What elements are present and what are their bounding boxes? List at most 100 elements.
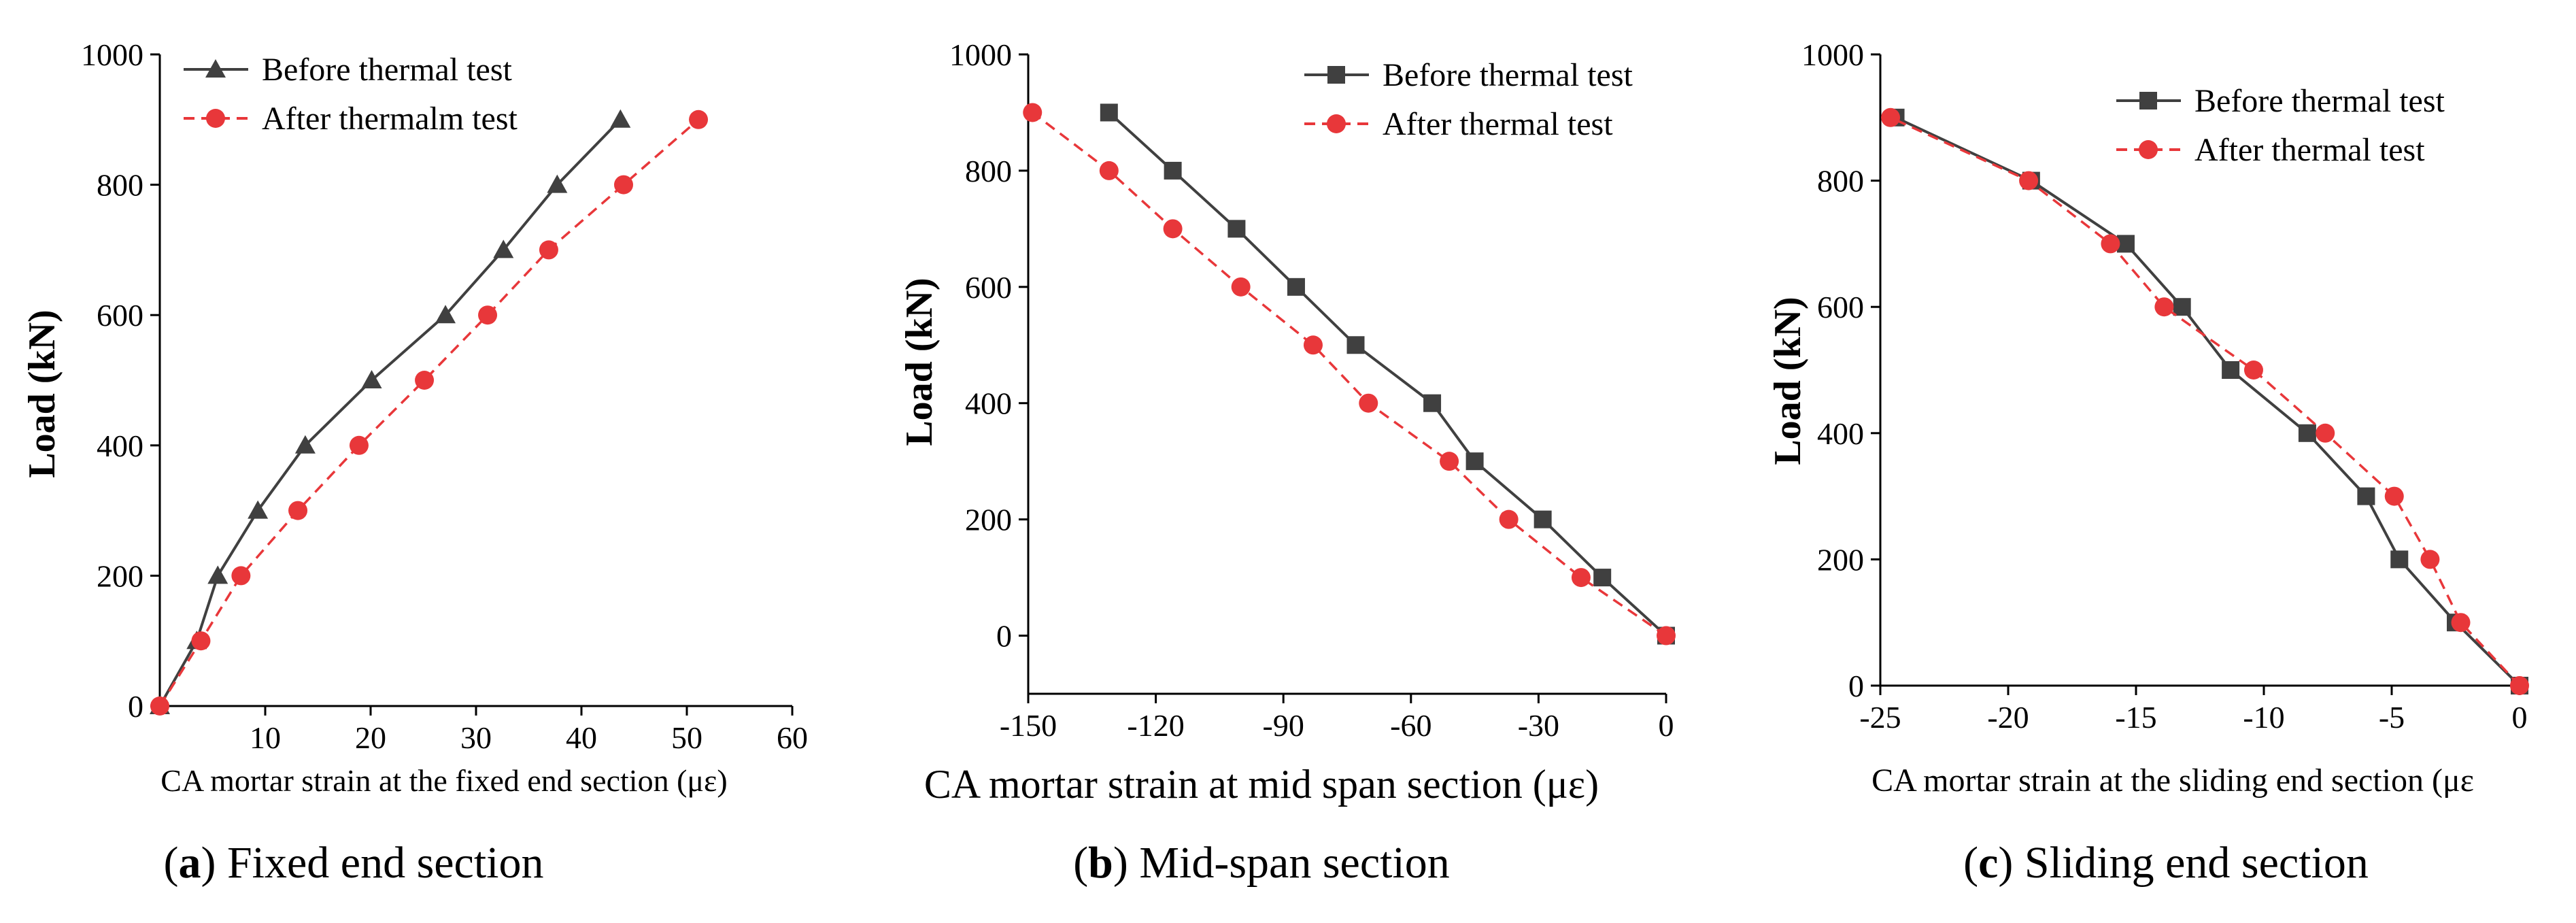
data-point-after — [231, 566, 251, 586]
plot-area-c: 0 200 400 600 800 1000 -25 -20 -15 -10 -5 0 Before t… — [1801, 37, 2529, 735]
data-point-after — [689, 110, 709, 129]
legend: Before thermal test After thermalm test — [184, 52, 518, 137]
legend-label: After thermalm test — [262, 101, 518, 137]
data-point-after — [288, 501, 308, 520]
data-point-after — [2510, 676, 2529, 695]
data-point-after — [191, 631, 211, 651]
x-tick-label: -10 — [2243, 700, 2284, 735]
data-point-after — [150, 697, 169, 716]
y-axis-label: Load (kN) — [1767, 297, 1809, 465]
data-point-after — [1231, 277, 1251, 297]
data-point-after — [415, 371, 435, 390]
data-point-after — [2101, 234, 2120, 254]
data-point-before — [2222, 361, 2240, 379]
data-point-after — [2243, 360, 2263, 380]
data-point-before — [1227, 220, 1246, 238]
y-tick-label: 0 — [996, 619, 1012, 654]
plot-area-a: 0 200 400 600 800 1000 10 20 30 40 50 60 Before ther… — [81, 37, 808, 755]
x-tick-label: -25 — [1859, 700, 1901, 735]
data-point-before — [1164, 161, 1182, 180]
panel-caption: (a) Fixed end section — [163, 838, 543, 888]
y-tick-label: 800 — [97, 168, 143, 203]
x-axis-label: CA mortar strain at the sliding end sect… — [1871, 762, 2474, 799]
data-point-after — [2316, 423, 2335, 443]
y-tick-label: 600 — [1817, 290, 1864, 324]
data-point-after — [1499, 509, 1519, 529]
legend-marker — [206, 109, 225, 128]
legend-marker — [2139, 140, 2158, 159]
data-point-before — [1423, 394, 1442, 412]
x-tick-label: 50 — [671, 720, 702, 755]
data-point-before — [1533, 510, 1552, 528]
y-tick-label: 200 — [97, 558, 143, 593]
data-point-after — [1881, 107, 1901, 127]
x-tick-label: 10 — [250, 720, 281, 755]
y-tick-label: 1000 — [1801, 37, 1864, 72]
data-point-after — [614, 175, 633, 195]
legend: Before thermal test After thermal test — [2116, 83, 2445, 168]
series-before-line — [1108, 111, 1667, 637]
y-tick-label: 1000 — [81, 37, 143, 72]
data-point-before — [1593, 569, 1612, 587]
legend-label: Before thermal test — [2194, 83, 2445, 119]
x-tick-label: -30 — [1518, 708, 1559, 743]
data-point-before — [207, 565, 228, 584]
data-point-before — [2298, 424, 2316, 442]
data-point-after — [1359, 393, 1378, 413]
y-tick-label: 400 — [1817, 416, 1864, 451]
x-tick-label: -15 — [2115, 700, 2156, 735]
data-point-before — [435, 305, 456, 324]
x-tick-label: 60 — [777, 720, 808, 755]
x-tick-label: -90 — [1263, 708, 1304, 743]
data-point-before — [1465, 452, 1484, 471]
panel-c: Load (kN) CA mortar strain at the slidin… — [1767, 37, 2529, 888]
data-point-after — [1657, 626, 1676, 645]
y-tick-label: 800 — [1817, 164, 1864, 199]
data-point-before — [2173, 298, 2191, 316]
x-tick-label: 0 — [2512, 700, 2528, 735]
x-tick-label: -150 — [1000, 708, 1057, 743]
series-after-line — [1890, 116, 2521, 687]
x-tick-label: 40 — [566, 720, 597, 755]
x-tick-label: -5 — [2379, 700, 2405, 735]
x-axis-label: CA mortar strain at mid span section (με… — [924, 762, 1599, 807]
legend-marker — [2139, 92, 2157, 110]
data-point-after — [1023, 103, 1043, 122]
legend: Before thermal test After thermal test — [1304, 57, 1633, 142]
y-tick-label: 200 — [965, 503, 1012, 537]
data-point-after — [1099, 161, 1119, 180]
x-tick-label: -20 — [1987, 700, 2029, 735]
data-point-before — [361, 370, 382, 388]
x-axis-label: CA mortar strain at the fixed end sectio… — [160, 763, 727, 798]
data-point-after — [2384, 486, 2404, 506]
x-tick-label: 30 — [460, 720, 492, 755]
x-tick-label: -60 — [1390, 708, 1431, 743]
data-point-after — [1303, 335, 1323, 355]
data-point-before — [248, 500, 269, 519]
legend-marker — [1327, 66, 1345, 84]
data-point-before — [493, 239, 514, 258]
y-tick-label: 0 — [1848, 669, 1864, 703]
y-tick-label: 400 — [97, 429, 143, 463]
y-tick-label: 0 — [128, 689, 143, 724]
series-after-line — [158, 118, 700, 707]
y-tick-label: 1000 — [949, 37, 1012, 72]
legend-marker — [1327, 114, 1346, 133]
plot-area-b: 0 200 400 600 800 1000 -150 -120 -90 -60 -30 0 Befor… — [949, 37, 1676, 743]
data-point-after — [1440, 452, 1459, 471]
x-tick-label: 0 — [1659, 708, 1674, 743]
panel-caption: (b) Mid-span section — [1073, 838, 1450, 888]
legend-label: Before thermal test — [1383, 57, 1633, 93]
data-point-after — [2154, 297, 2174, 317]
data-point-before — [2357, 487, 2375, 505]
data-point-after — [2019, 171, 2039, 190]
y-tick-label: 400 — [965, 386, 1012, 421]
data-point-after — [2451, 613, 2471, 633]
panel-a: Load (kN) CA mortar strain at the fixed … — [21, 37, 808, 888]
x-tick-label: -120 — [1127, 708, 1184, 743]
legend-label: Before thermal test — [262, 52, 513, 88]
data-point-before — [1100, 103, 1118, 122]
legend-marker — [205, 59, 226, 78]
data-point-before — [294, 435, 316, 454]
